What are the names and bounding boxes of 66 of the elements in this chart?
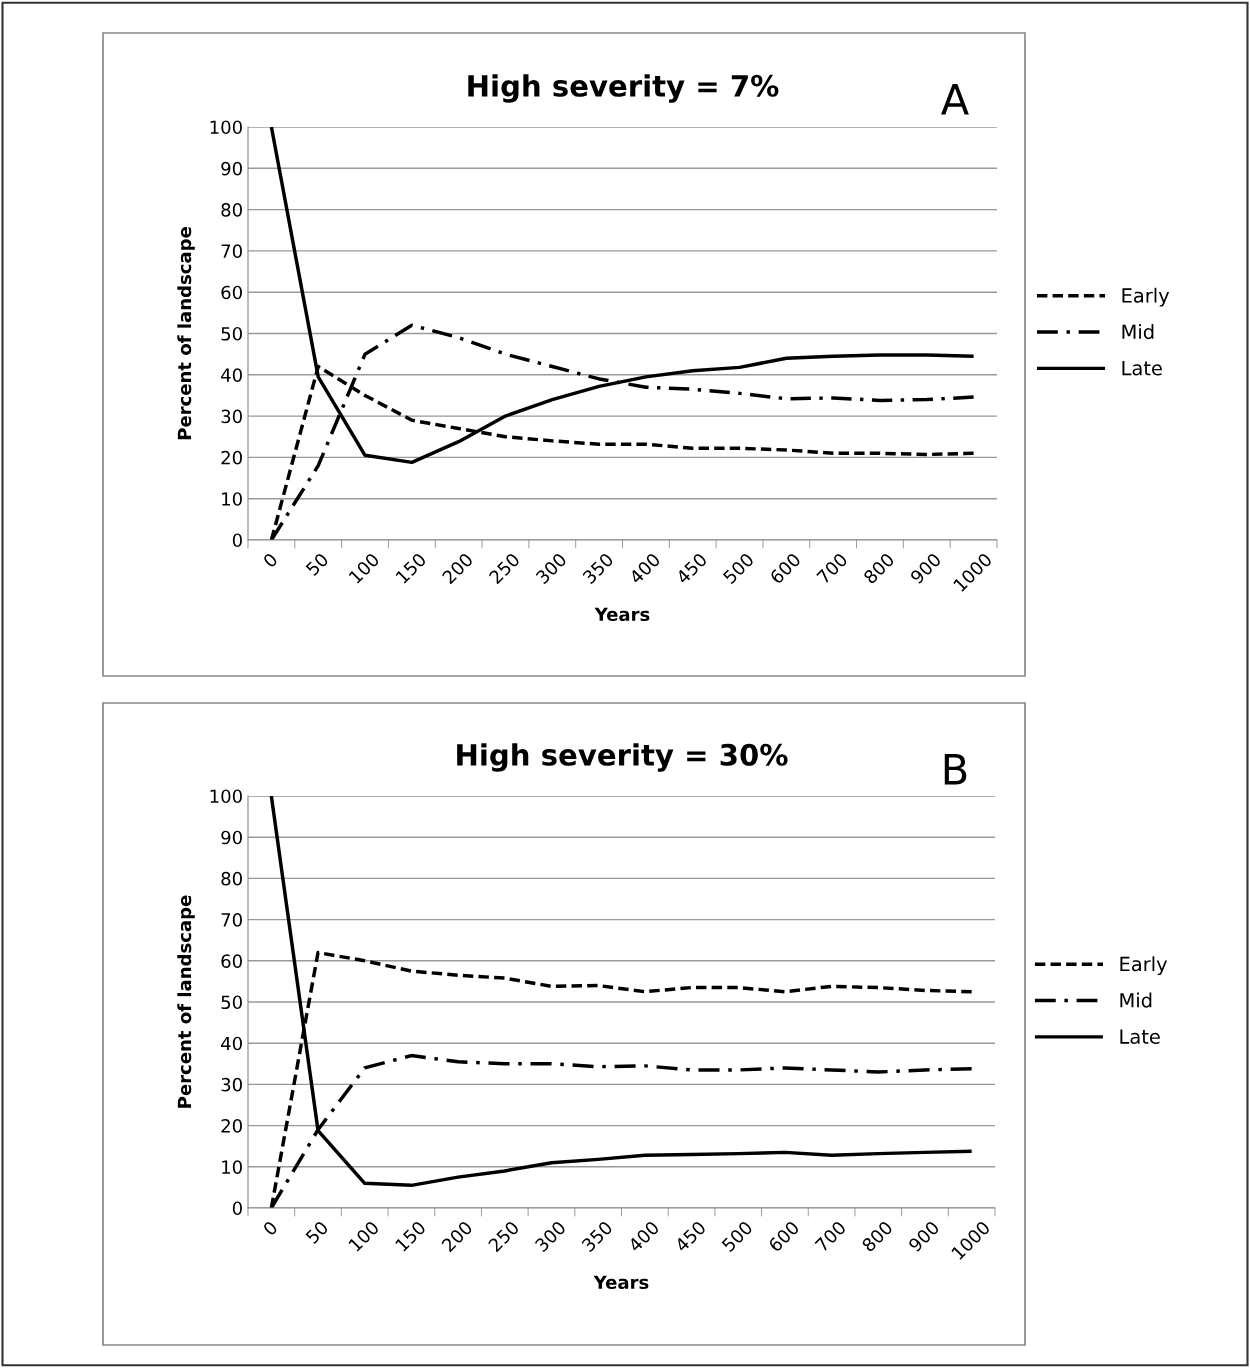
y-tick-label: 100 [210, 789, 242, 804]
y-tick-label: 100 [210, 120, 242, 135]
y-tick-label: 30 [221, 1077, 242, 1092]
y-tick-label: 20 [221, 1119, 242, 1133]
chart-title: High severity = 7% [468, 74, 779, 103]
x-tick-label: 250 [488, 552, 521, 585]
x-tick-label: 500 [721, 1220, 754, 1253]
y-tick-label: 90 [221, 830, 242, 845]
x-tick-label: 450 [675, 552, 708, 585]
y-tick-label: 70 [221, 244, 242, 259]
y-tick-label: 80 [221, 203, 242, 217]
x-tick-label: 700 [816, 552, 849, 585]
y-tick-label: 10 [222, 492, 242, 506]
legend-label: Late [1122, 361, 1162, 376]
x-tick-label: 800 [862, 552, 896, 585]
y-tick-label: 60 [221, 285, 242, 300]
y-tick-label: 50 [221, 326, 242, 341]
y-tick-label: 0 [232, 1201, 242, 1216]
y-tick-label: 40 [221, 1036, 242, 1051]
y-tick-label: 30 [221, 409, 242, 424]
x-tick-label: 400 [627, 1220, 660, 1253]
y-tick-label: 40 [221, 368, 242, 382]
x-tick-label: 350 [581, 552, 615, 585]
x-axis-title: Years [594, 607, 650, 622]
text: A [941, 84, 969, 115]
x-tick-label: 150 [395, 552, 427, 584]
y-axis-title: Percent of landscape [177, 895, 195, 1108]
x-tick-label: 200 [441, 552, 474, 585]
y-tick-label: 10 [222, 1160, 242, 1174]
x-tick-label: 50 [305, 552, 330, 577]
x-tick-label: 900 [907, 1220, 941, 1253]
legend-label: Late [1120, 1029, 1160, 1044]
x-tick-label: 200 [440, 1220, 474, 1253]
y-tick-label: 50 [221, 995, 242, 1010]
chart-title: High severity = 30% [457, 743, 788, 772]
legend-label: Mid [1122, 324, 1154, 340]
legend-label: Early [1120, 956, 1168, 976]
x-tick-label: 700 [814, 1220, 847, 1253]
x-tick-label: 0 [262, 1220, 279, 1237]
text: B [944, 754, 967, 785]
x-tick-label: 800 [861, 1220, 894, 1253]
x-tick-label: 0 [262, 552, 279, 569]
y-tick-label: 80 [221, 871, 242, 886]
y-tick-label: 60 [221, 954, 242, 968]
legend-label: Early [1122, 287, 1170, 307]
x-tick-label: 250 [487, 1220, 520, 1253]
x-tick-label: 450 [674, 1220, 707, 1253]
x-tick-label: 600 [767, 1220, 800, 1253]
x-tick-label: 300 [535, 552, 568, 585]
x-tick-label: 150 [394, 1220, 427, 1252]
x-tick-label: 600 [769, 552, 802, 585]
x-tick-label: 900 [909, 552, 942, 585]
x-tick-label: 50 [304, 1220, 330, 1245]
y-tick-label: 20 [221, 450, 242, 465]
x-axis-title: Years [593, 1275, 649, 1290]
x-tick-label: 100 [348, 552, 381, 584]
y-tick-label: 70 [221, 913, 242, 927]
x-tick-label: 300 [534, 1220, 567, 1253]
legend-label: Mid [1120, 992, 1152, 1008]
x-tick-label: 500 [722, 552, 755, 585]
y-tick-label: 0 [232, 533, 242, 548]
x-tick-label: 400 [628, 552, 661, 585]
y-tick-label: 90 [221, 161, 242, 176]
x-tick-label: 350 [580, 1220, 614, 1253]
y-axis-title: Percent of landscape [177, 227, 195, 440]
x-tick-label: 100 [347, 1220, 380, 1252]
